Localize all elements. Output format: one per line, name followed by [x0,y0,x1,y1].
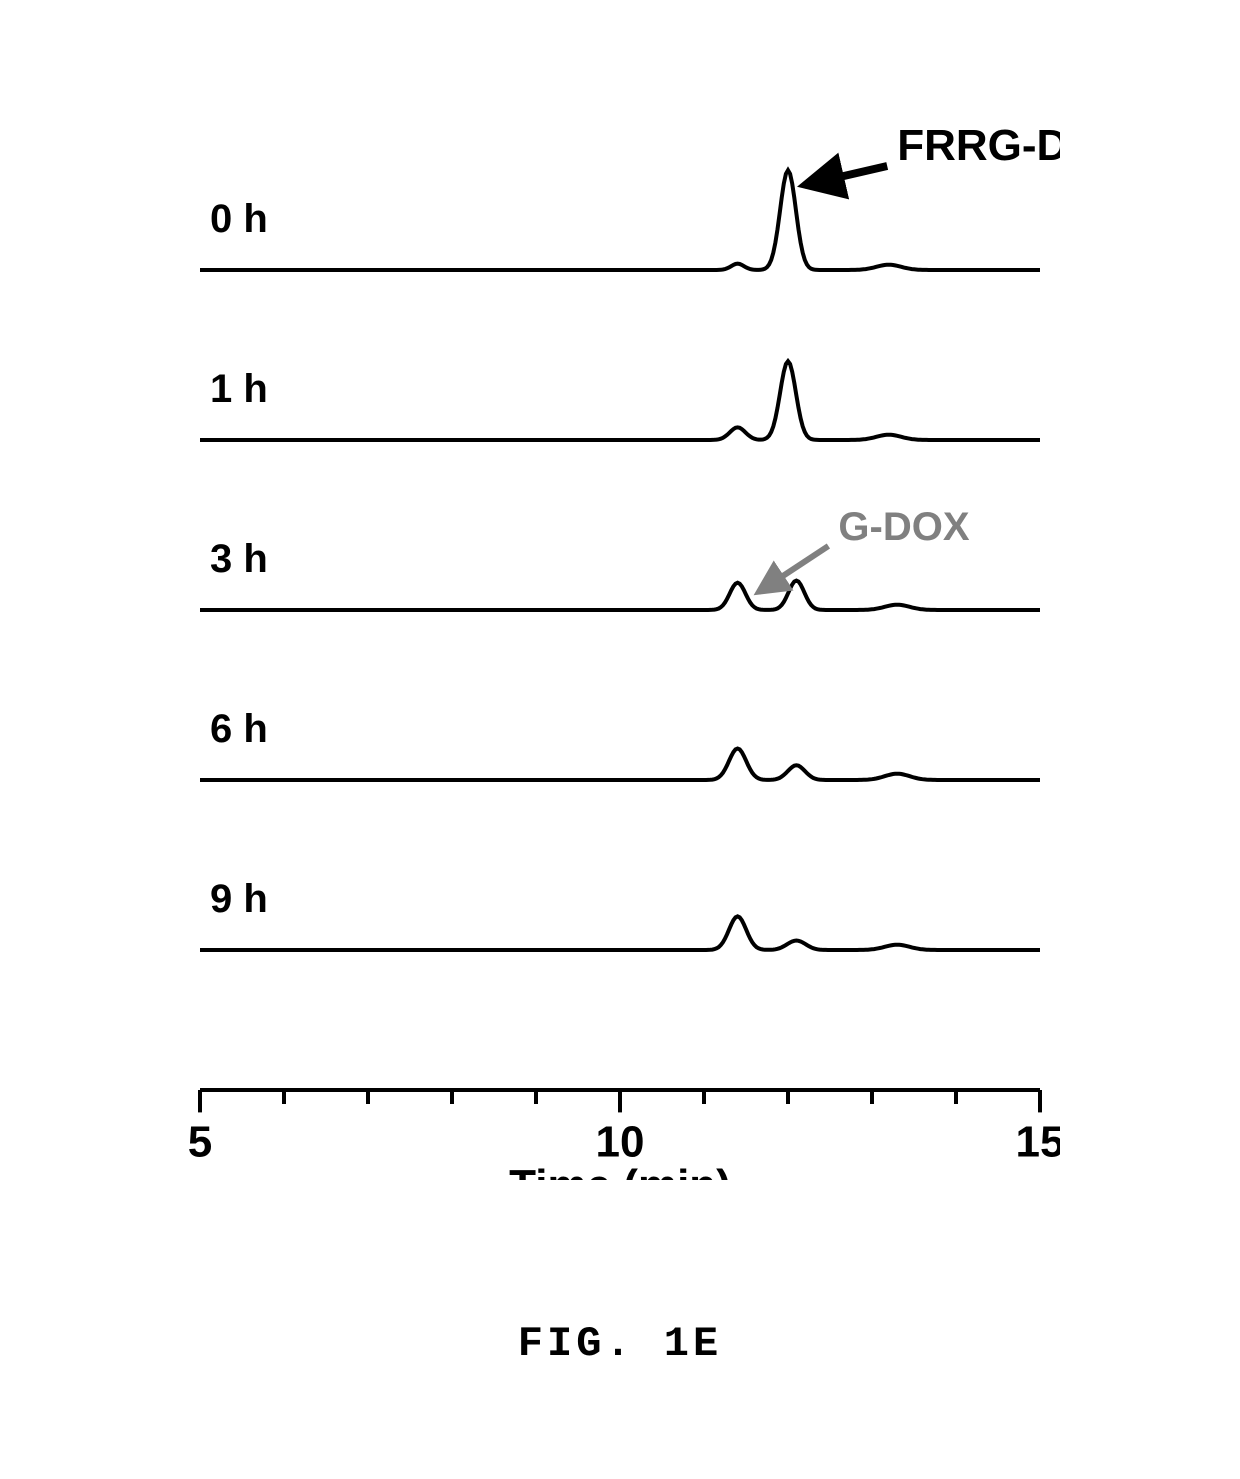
figure-caption: FIG. 1E [0,1320,1240,1368]
annotation-label-frrg-dox: FRRG-DOX [897,121,1060,170]
annotation-arrow-frrg-dox [805,166,887,185]
trace-9h [200,916,1040,950]
x-tick-label: 5 [188,1117,212,1166]
trace-label-9h: 9 h [210,877,268,921]
annotation-label-g-dox: G-DOX [838,505,969,549]
trace-label-3h: 3 h [210,537,268,581]
trace-label-6h: 6 h [210,707,268,751]
trace-label-0h: 0 h [210,197,268,241]
trace-3h [200,581,1040,610]
trace-1h [200,361,1040,440]
trace-0h [200,170,1040,270]
trace-label-1h: 1 h [210,367,268,411]
x-tick-label: 15 [1016,1117,1060,1166]
trace-6h [200,749,1040,781]
x-axis-label: Time (min) [509,1161,731,1180]
chromatogram-figure: 0 h 1 h 3 h 6 h 9 h 5 10 15 Time (min) FRRG-DOX G-… [180,80,1060,1180]
chromatogram-svg: 0 h 1 h 3 h 6 h 9 h 5 10 15 Time (min) FRRG-DOX G-… [180,80,1060,1180]
x-tick-label: 10 [596,1117,645,1166]
